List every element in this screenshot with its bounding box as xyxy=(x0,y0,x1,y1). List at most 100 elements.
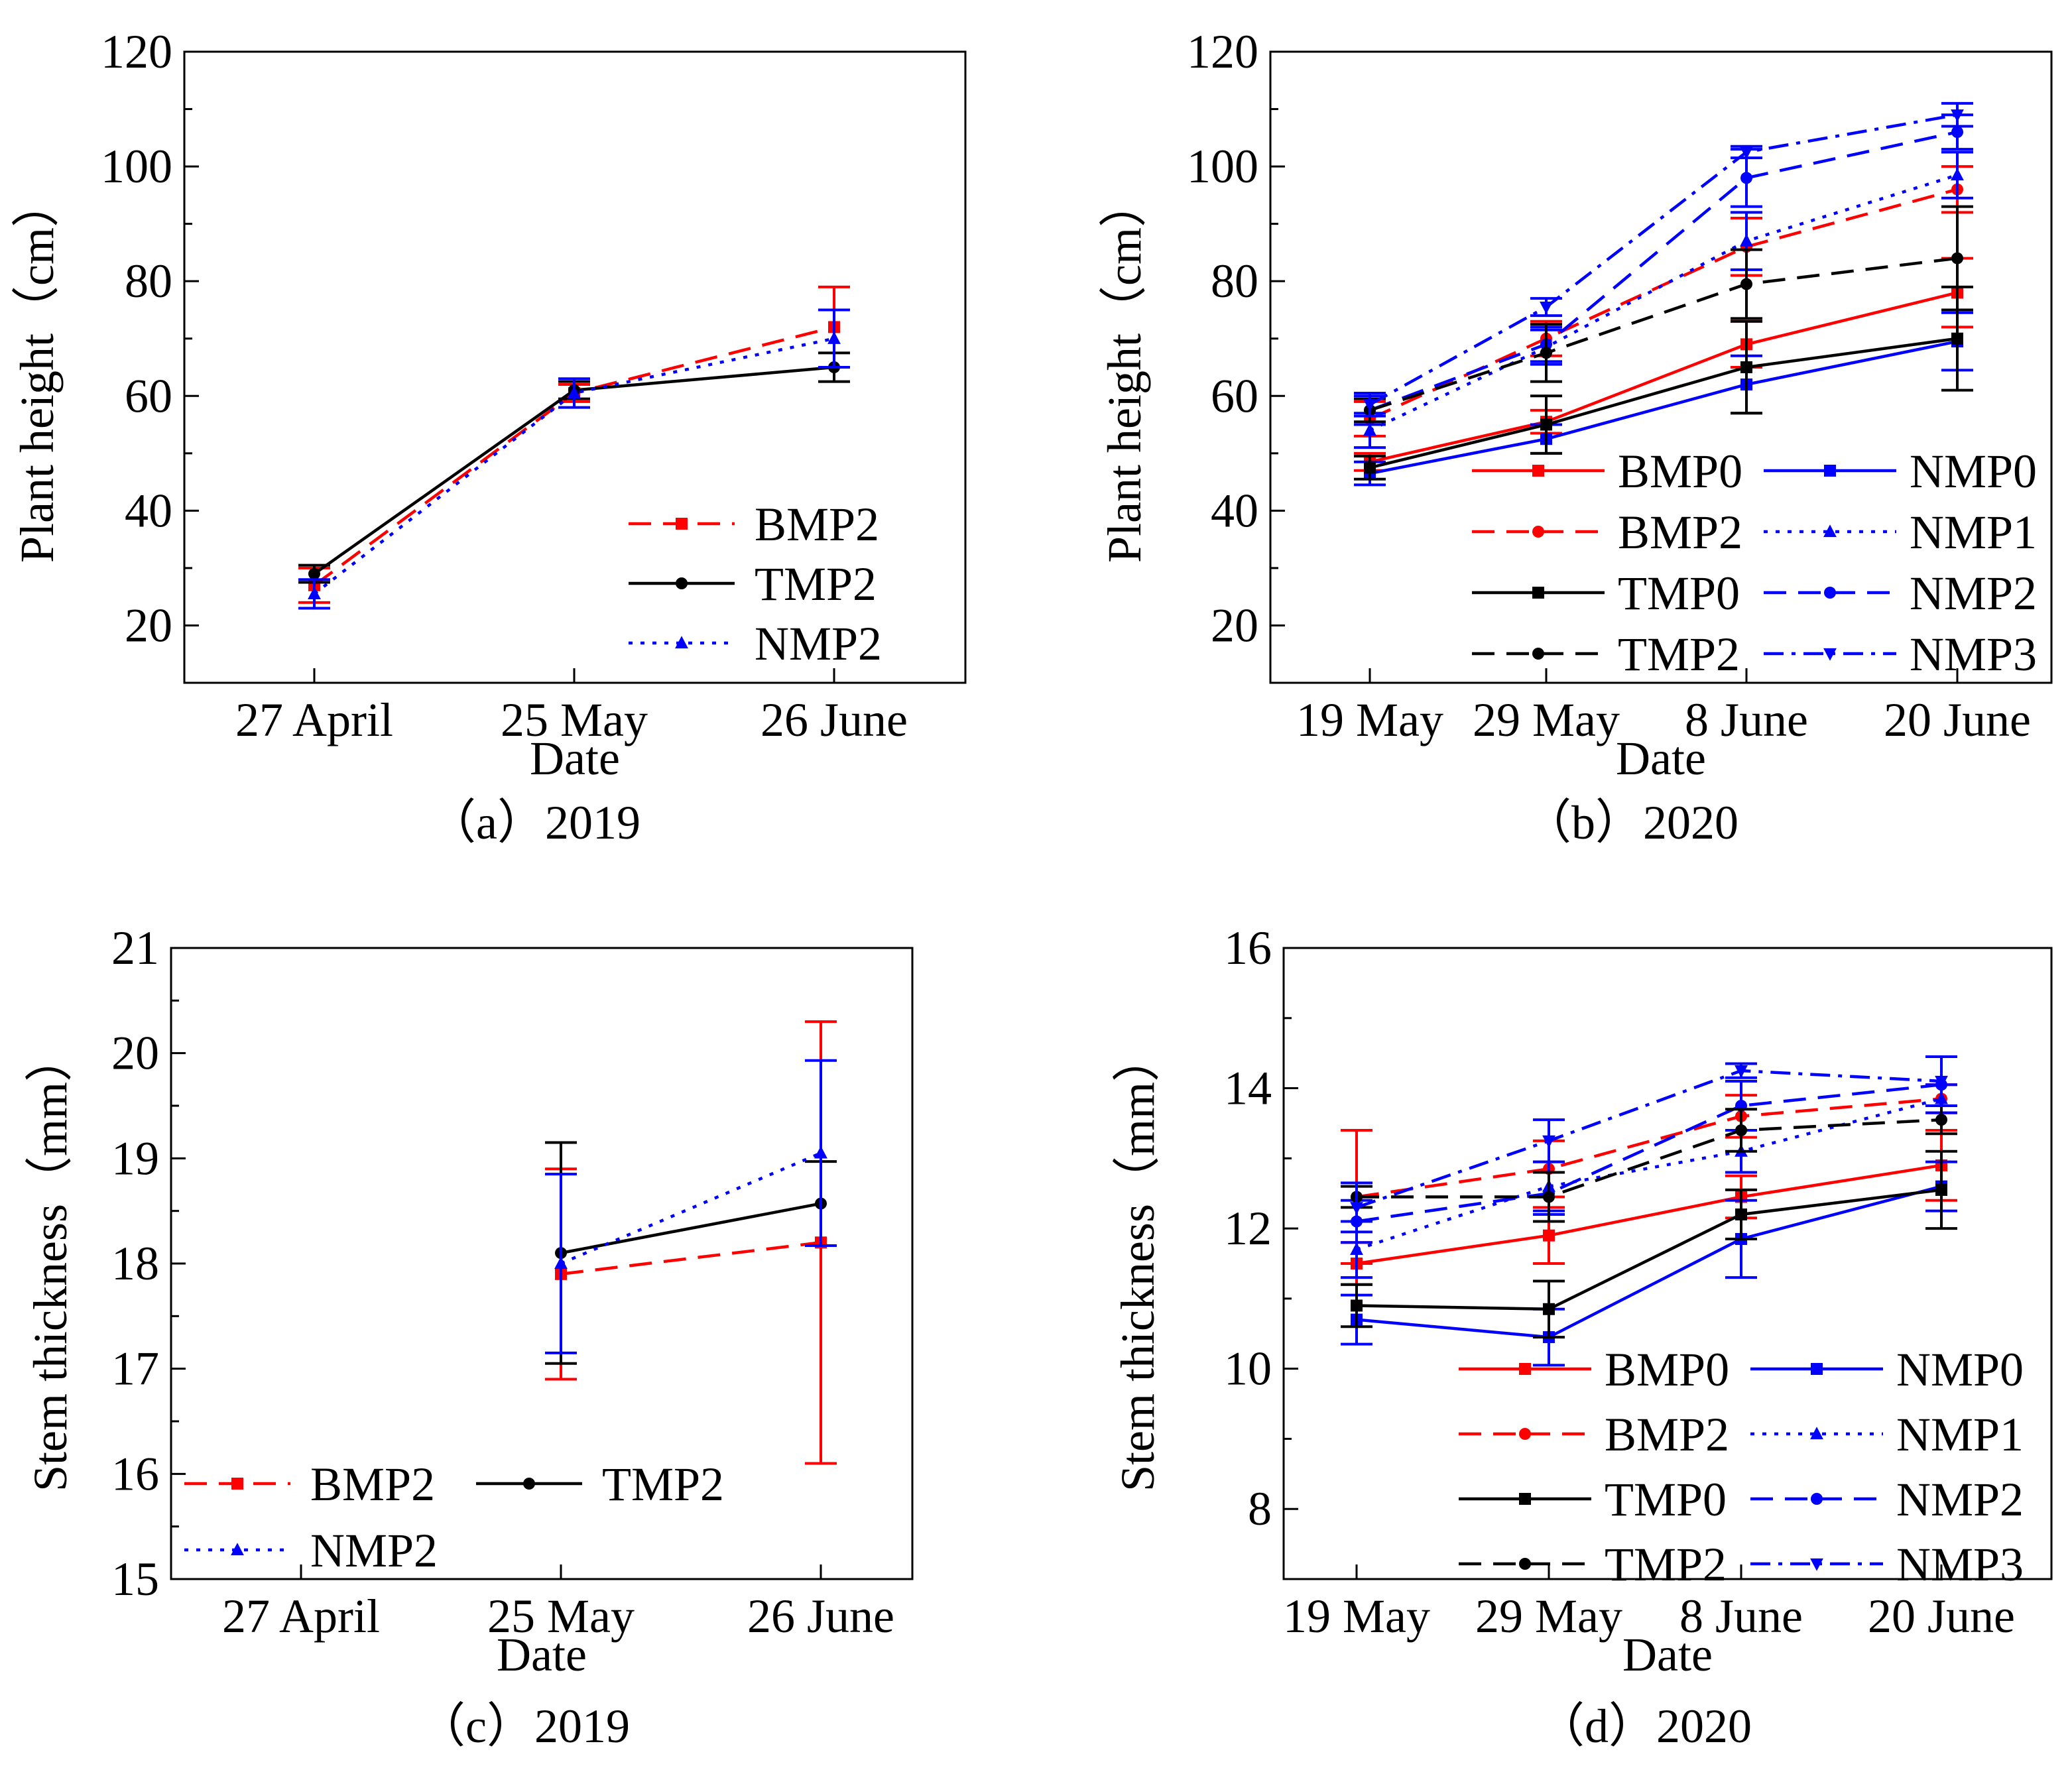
series-TMP2 xyxy=(545,1141,837,1365)
legend-label: TMP2 xyxy=(755,558,877,611)
series-line xyxy=(313,337,835,595)
series-BMP2 xyxy=(298,285,850,604)
x-tick-label: 26 June xyxy=(747,1590,894,1643)
legend-marker xyxy=(523,1478,535,1490)
legend-label: BMP2 xyxy=(1618,506,1742,559)
series-line xyxy=(1369,291,1958,463)
series-line xyxy=(1356,1188,1942,1311)
legend-marker xyxy=(1519,1558,1531,1570)
legend-item-BMP2: BMP2 xyxy=(184,1458,435,1511)
data-point xyxy=(1740,361,1752,373)
series-BMP2 xyxy=(1341,1083,1957,1265)
series-line xyxy=(1369,113,1958,406)
legend-marker xyxy=(1810,1558,1823,1571)
legend-marker xyxy=(1519,1428,1531,1440)
legend-marker xyxy=(1532,587,1544,599)
y-tick-label: 14 xyxy=(1224,1062,1272,1115)
legend-marker xyxy=(1824,465,1836,477)
data-point xyxy=(1951,332,1963,345)
y-tick-label: 80 xyxy=(125,255,172,308)
legend-label: NMP0 xyxy=(1910,445,2037,498)
y-tick-label: 60 xyxy=(1211,369,1258,422)
chart-caption: （a）2019 xyxy=(428,796,640,849)
data-point xyxy=(1363,399,1376,412)
chart-caption: （b）2020 xyxy=(1524,796,1738,849)
data-point xyxy=(1951,126,1963,139)
x-tick-label: 29 May xyxy=(1473,693,1620,746)
legend-marker xyxy=(1532,526,1544,538)
legend-label: TMP0 xyxy=(1618,567,1740,620)
x-axis-title: Date xyxy=(497,1628,587,1681)
data-point xyxy=(1543,1229,1555,1242)
series-line xyxy=(1369,339,1958,475)
series-line xyxy=(1356,1069,1942,1209)
legend-label: TMP0 xyxy=(1605,1473,1727,1526)
legend-label: BMP2 xyxy=(755,498,879,551)
data-point xyxy=(814,1146,827,1159)
x-tick-label: 27 April xyxy=(235,693,393,746)
legend-marker xyxy=(676,577,688,589)
x-tick-label: 25 May xyxy=(487,1590,635,1643)
series-line xyxy=(1369,257,1958,412)
series-line xyxy=(560,1202,822,1255)
data-point xyxy=(554,1256,568,1269)
legend-item-NMP1: NMP1 xyxy=(1764,506,2037,559)
y-tick-label: 100 xyxy=(101,140,172,193)
plot-frame xyxy=(1282,947,2053,1580)
x-axis-title: Date xyxy=(1616,732,1706,785)
legend-label: NMP2 xyxy=(755,617,882,670)
x-tick-label: 19 May xyxy=(1283,1590,1430,1643)
legend-item-BMP2: BMP2 xyxy=(1472,506,1742,559)
y-tick-label: 100 xyxy=(1187,140,1258,193)
series-line xyxy=(1357,1118,1942,1199)
legend-item-TMP0: TMP0 xyxy=(1472,567,1740,620)
legend-label: NMP1 xyxy=(1910,506,2037,559)
x-tick-label: 26 June xyxy=(761,693,908,746)
legend-item-NMP2: NMP2 xyxy=(1764,567,2037,620)
legend-marker xyxy=(231,1478,243,1490)
legend-label: NMP2 xyxy=(1896,1473,2024,1526)
x-tick-label: 8 June xyxy=(1679,1590,1803,1643)
legend-marker xyxy=(1811,1493,1823,1505)
legend-item-NMP3: NMP3 xyxy=(1764,628,2037,681)
series-line xyxy=(1356,1185,1942,1339)
legend-label: BMP2 xyxy=(310,1458,435,1511)
data-point xyxy=(1735,1124,1747,1137)
legend-item-BMP2: BMP2 xyxy=(1459,1408,1729,1461)
legend-marker xyxy=(1823,648,1837,661)
legend-item-TMP2: TMP2 xyxy=(1459,1538,1727,1591)
x-tick-label: 25 May xyxy=(501,693,648,746)
data-point xyxy=(1740,233,1753,247)
series-BMP2 xyxy=(545,1020,837,1465)
data-point xyxy=(1735,1065,1748,1078)
data-point xyxy=(1543,1303,1555,1315)
y-tick-label: 80 xyxy=(1211,255,1258,308)
legend: BMP0 NMP0 BMP2 NMP1 TMP0 NMP2 TMP2 NMP3 xyxy=(1459,1343,2024,1591)
data-point xyxy=(1542,1135,1555,1148)
x-tick-label: 20 June xyxy=(1884,693,2031,746)
y-tick-label: 120 xyxy=(1187,25,1258,78)
data-point xyxy=(1364,461,1376,474)
y-axis-title: Plant height（cm） xyxy=(11,180,64,563)
data-point xyxy=(1740,172,1752,184)
legend-item-NMP2: NMP2 xyxy=(184,1524,438,1577)
data-point xyxy=(568,386,581,399)
y-axis-title: Plant height（cm） xyxy=(1098,180,1151,563)
data-point xyxy=(1350,1202,1363,1215)
legend-item-NMP0: NMP0 xyxy=(1750,1343,2024,1396)
data-point xyxy=(1951,168,1964,181)
legend-label: NMP0 xyxy=(1896,1343,2024,1396)
y-tick-label: 8 xyxy=(1248,1482,1272,1535)
y-tick-label: 12 xyxy=(1224,1202,1272,1255)
series-line xyxy=(560,1241,822,1276)
y-tick-label: 15 xyxy=(111,1553,159,1606)
data-point xyxy=(1540,418,1552,431)
legend-item-BMP0: BMP0 xyxy=(1472,445,1742,498)
legend-item-TMP2: TMP2 xyxy=(1472,628,1740,681)
legend-item-NMP3: NMP3 xyxy=(1750,1538,2024,1591)
y-axis-title: Stem thickness（mm） xyxy=(24,1034,77,1492)
legend-marker xyxy=(676,518,688,530)
data-point xyxy=(1351,1299,1363,1312)
series-NMP3 xyxy=(1354,101,1973,418)
